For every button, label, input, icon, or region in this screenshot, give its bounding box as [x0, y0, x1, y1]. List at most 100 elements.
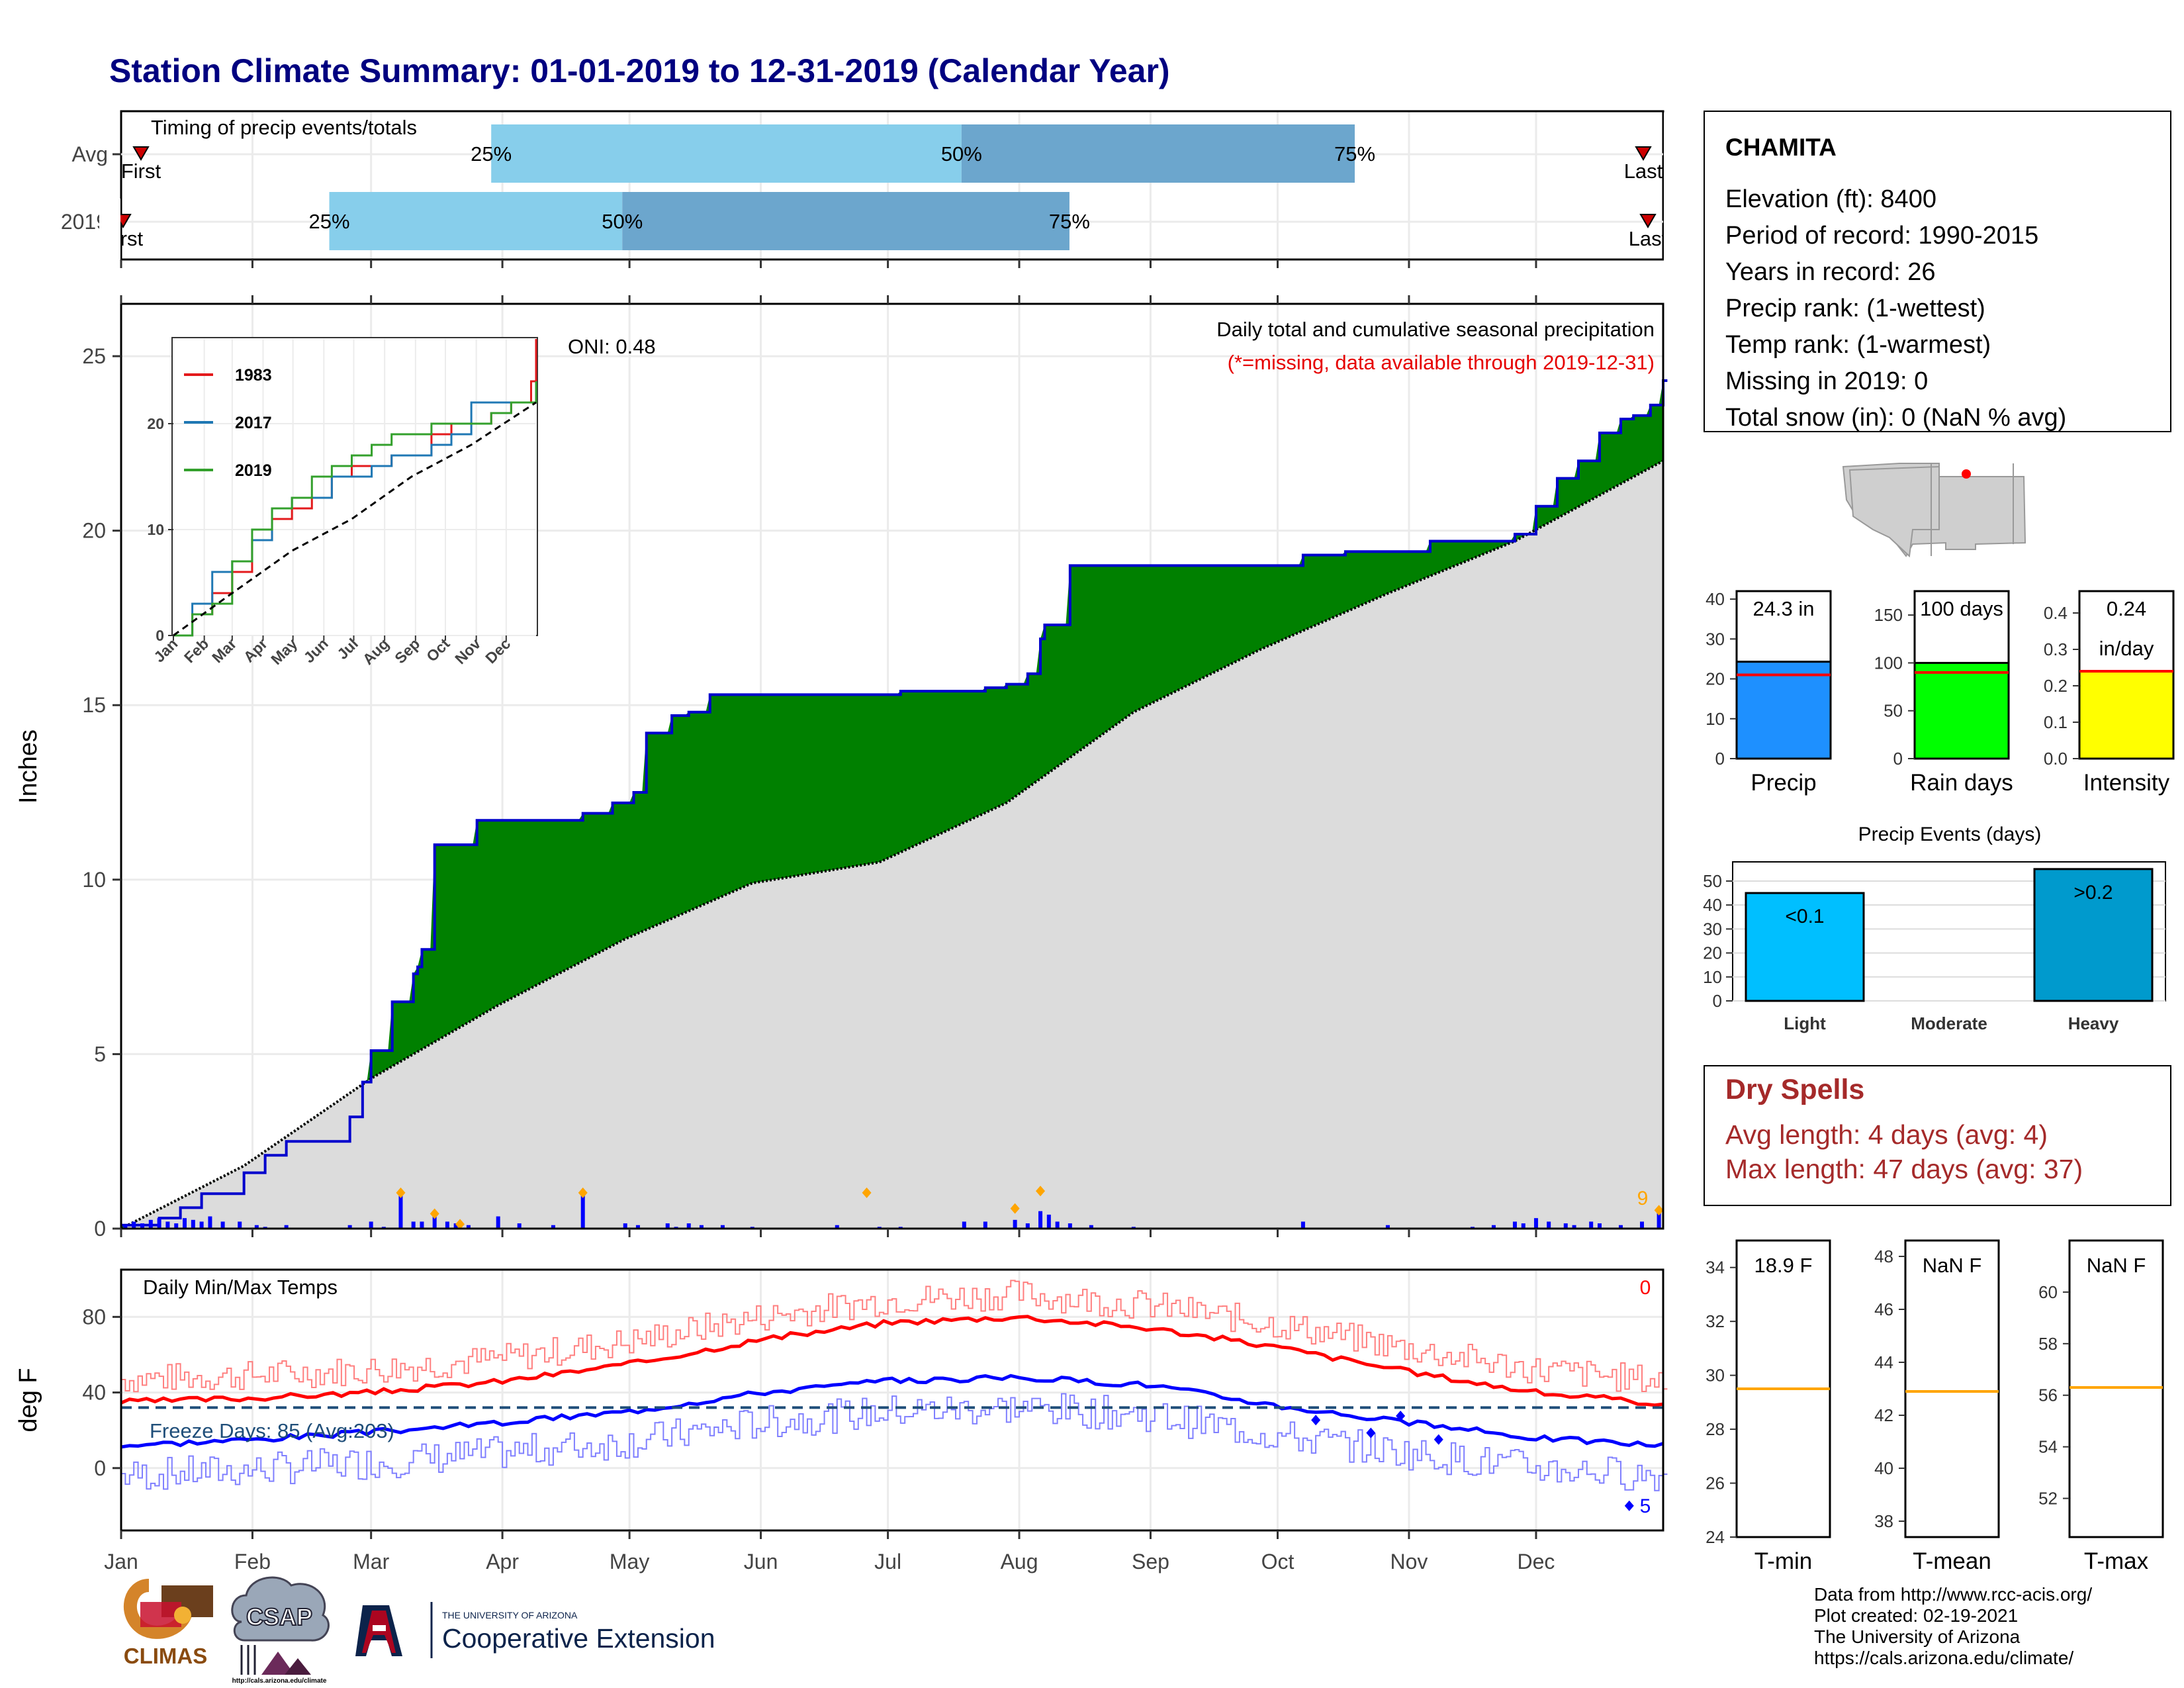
extreme-precip-marker: [862, 1187, 872, 1198]
summary-bar-label: Rain days: [1910, 770, 2013, 796]
daily-precip-bar: [1589, 1221, 1594, 1229]
timing-label-75: 75%: [1334, 142, 1375, 165]
temp-min-missing: 5: [1640, 1495, 1651, 1517]
temp-ytick-label: 80: [82, 1305, 106, 1329]
daily-precip-bar: [420, 1221, 424, 1229]
csap-text: CSAP: [246, 1603, 312, 1630]
daily-precip-bar: [220, 1221, 225, 1229]
temp-bar-tick-label: 38: [1874, 1511, 1893, 1531]
precip-ytick-label: 15: [82, 693, 106, 717]
ua-big-text: Cooperative Extension: [442, 1623, 715, 1654]
daily-precip-bar: [347, 1225, 352, 1229]
daily-precip-bar: [191, 1219, 195, 1229]
daily-precip-bar: [1046, 1214, 1051, 1229]
daily-precip-bar: [132, 1221, 136, 1229]
month-tick-label: May: [610, 1550, 649, 1573]
daily-precip-bar: [157, 1218, 161, 1229]
summary-bar-tick-label: 0: [1893, 749, 1903, 769]
events-bar-label: >0.2: [2073, 882, 2113, 904]
temp-bar-tick-label: 42: [1874, 1405, 1893, 1425]
daily-precip-bar: [983, 1221, 987, 1229]
summary-bar-intensity: [2078, 670, 2175, 760]
daily-precip-bar: [1385, 1225, 1390, 1229]
daily-precip-bar: [238, 1221, 242, 1229]
daily-precip-bar: [432, 1216, 437, 1229]
daily-precip-bar: [517, 1223, 522, 1229]
daily-precip-bar: [1089, 1225, 1093, 1229]
temp-bar-frame: [1904, 1239, 2000, 1538]
timing-clip-left: [99, 199, 120, 265]
daily-precip-bar: [284, 1225, 289, 1229]
dry-spells-box: Dry Spells Avg length: 4 days (avg: 4) M…: [1704, 1065, 2171, 1206]
inset-ytick-label: 10: [147, 521, 164, 538]
daily-precip-bar: [445, 1221, 449, 1229]
inset-xtick-label: Nov: [451, 635, 484, 667]
daily-precip-bar: [411, 1221, 416, 1229]
temp-title: Daily Min/Max Temps: [143, 1276, 338, 1299]
extreme-precip-marker: [1654, 1205, 1664, 1216]
daily-precip-bar: [699, 1225, 704, 1229]
temp-bar-label: T-min: [1754, 1548, 1813, 1574]
timing-panel-title: Timing of precip events/totals: [151, 116, 417, 139]
summary-bar-value: 0.24: [2107, 597, 2146, 620]
timing-bar-q25-q50: [491, 124, 962, 183]
daily-precip-bar: [1025, 1223, 1030, 1229]
summary-bar-label: Precip: [1751, 770, 1816, 796]
inset-xtick-label: Aug: [359, 635, 392, 668]
events-category-label: Heavy: [2068, 1013, 2119, 1033]
summary-bar-rain-days: [1913, 661, 2010, 760]
credit-line: Data from http://www.rcc-acis.org/: [1814, 1584, 2092, 1605]
station-info-line: Temp rank: (1-warmest): [1725, 331, 1991, 359]
temp-ytick-label: 40: [82, 1381, 106, 1405]
location-map: [1840, 461, 2032, 564]
summary-bar-tick-label: 0.4: [2044, 603, 2068, 623]
temp-bar-tick-label: 44: [1874, 1352, 1893, 1372]
summary-bar-tick-label: 0.0: [2044, 749, 2068, 769]
month-tick-label: Nov: [1390, 1550, 1428, 1573]
extreme-precip-marker: [1010, 1203, 1020, 1214]
summary-bar-value: 24.3 in: [1752, 597, 1814, 620]
summary-bar-unit: in/day: [2099, 637, 2154, 660]
daily-precip-bar: [1563, 1223, 1568, 1229]
precip-ytick-label: 0: [94, 1217, 106, 1241]
summary-bar-tick-label: 30: [1706, 629, 1725, 649]
daily-precip-bar: [1055, 1221, 1060, 1229]
credit-line: Plot created: 02-19-2021: [1814, 1605, 2018, 1626]
daily-precip-bar: [496, 1216, 500, 1229]
station-info-line: Precip rank: (1-wettest): [1725, 295, 1985, 322]
inset-xtick-label: Oct: [423, 635, 453, 665]
temp-bar-tick-label: 32: [1706, 1311, 1725, 1331]
last-event-marker: [1639, 214, 1657, 228]
daily-precip-bar: [1639, 1221, 1644, 1229]
precip-ylabel: Inches: [15, 729, 42, 804]
daily-precip-bar: [254, 1225, 259, 1229]
climas-text: CLIMAS: [124, 1644, 208, 1668]
annual-summary-bars: 24.3 in Precip 0 10 20 30 40 100 days Rain days 0…: [1706, 589, 2175, 796]
precip-title: Daily total and cumulative seasonal prec…: [1216, 318, 1655, 341]
precip-ytick-label: 10: [82, 868, 106, 892]
record-low-marker: [1624, 1500, 1634, 1511]
temp-bar-label: T-mean: [1913, 1548, 1991, 1574]
timing-clip-right: [1664, 113, 1690, 265]
extreme-precip-marker: [455, 1219, 465, 1230]
dry-spells-title: Dry Spells: [1725, 1074, 1864, 1105]
events-tick-label: 40: [1703, 895, 1722, 915]
daily-precip-bar: [1521, 1223, 1525, 1229]
timing-row-label: Avg: [71, 142, 108, 166]
last-event-label: Last: [1624, 160, 1663, 183]
precip-surplus-area: [121, 381, 1663, 1229]
daily-precip-bar: [199, 1221, 204, 1229]
temp-bar-tick-label: 56: [2038, 1385, 2058, 1405]
station-info-line: Elevation (ft): 8400: [1725, 185, 1936, 213]
summary-bar-tick-label: 50: [1884, 701, 1903, 721]
last-event-label: Last: [1629, 227, 1668, 250]
inset-xtick-label: Feb: [181, 635, 212, 666]
daily-precip-bar: [635, 1225, 640, 1229]
temp-bar-value: 18.9 F: [1754, 1254, 1813, 1277]
inset-xtick-label: May: [267, 635, 300, 668]
temp-bar-tick-label: 54: [2038, 1437, 2058, 1457]
daily-precip-bar: [1512, 1221, 1517, 1229]
credits-block: Data from http://www.rcc-acis.org/Plot c…: [1814, 1584, 2092, 1668]
month-tick-label: Mar: [353, 1550, 389, 1573]
summary-bar-tick-label: 10: [1706, 709, 1725, 729]
